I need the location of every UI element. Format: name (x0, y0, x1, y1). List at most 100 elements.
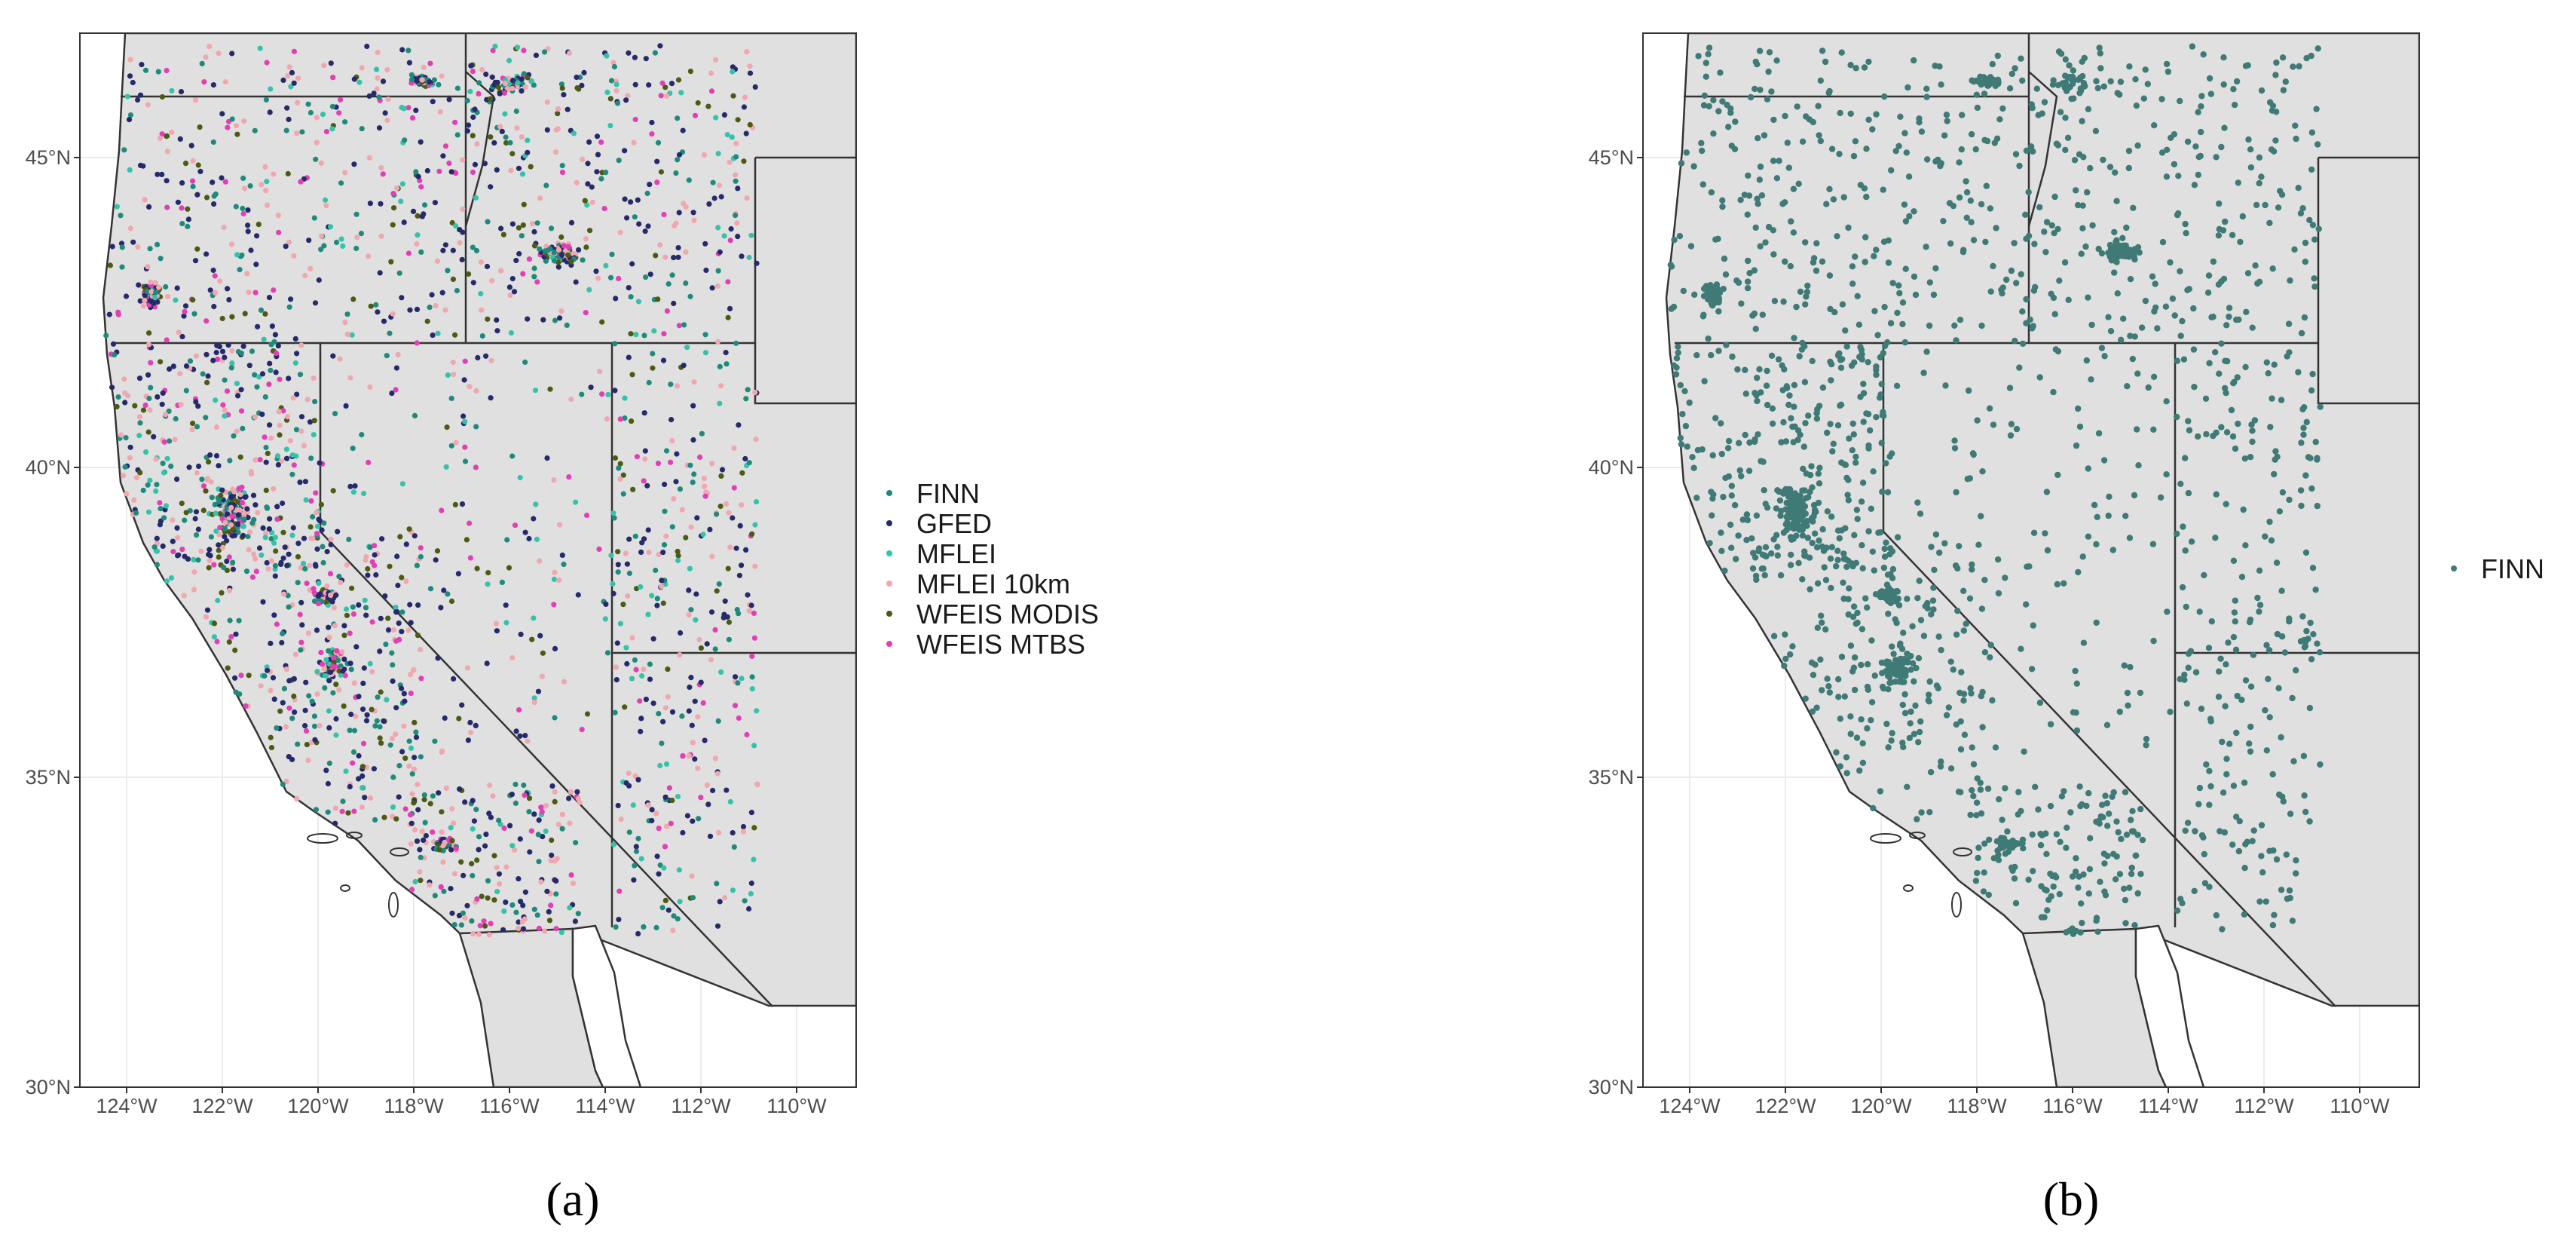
fire-point (409, 887, 415, 893)
fire-point (1914, 595, 1921, 602)
fire-point (2241, 865, 2248, 872)
fire-point (251, 551, 257, 557)
fire-point (494, 317, 500, 323)
fire-point (660, 357, 667, 363)
fire-point (234, 131, 240, 137)
fire-point (230, 526, 236, 532)
fire-point (2307, 455, 2314, 461)
fire-point (1800, 519, 1808, 525)
fire-point (1975, 541, 1982, 548)
fire-point (441, 888, 447, 894)
fire-point (241, 510, 247, 516)
fire-point (2051, 230, 2057, 237)
fire-point (1828, 544, 1835, 550)
fire-point (724, 132, 730, 138)
fire-point (154, 241, 161, 247)
fire-point (235, 512, 241, 518)
fire-point (482, 161, 488, 167)
fire-point (731, 844, 737, 850)
fire-point (2062, 56, 2069, 63)
fire-point (430, 332, 436, 339)
fire-point (709, 553, 715, 559)
fire-point (1810, 672, 1817, 679)
fire-point (649, 593, 655, 599)
fire-point (2021, 748, 2027, 755)
fire-point (1753, 392, 1760, 399)
fire-point (544, 99, 551, 106)
fire-point (473, 464, 479, 470)
fire-point (519, 76, 525, 82)
fire-point (512, 522, 519, 529)
fire-point (2271, 470, 2278, 478)
fire-point (360, 680, 366, 687)
fire-point (1809, 540, 1816, 547)
fire-point (216, 554, 222, 560)
fire-point (2162, 303, 2170, 310)
fire-point (146, 395, 152, 402)
fire-point (1721, 567, 1728, 574)
fire-point (321, 666, 327, 672)
fire-point (1996, 796, 2002, 803)
fire-point (2163, 60, 2171, 68)
legend-label: MFLEI (916, 538, 996, 569)
fire-point (1813, 704, 1820, 711)
fire-point (366, 253, 372, 259)
fire-point (531, 82, 537, 88)
fire-point (378, 740, 384, 746)
fire-point (739, 470, 745, 476)
fire-point (721, 112, 728, 118)
fire-point (2235, 316, 2242, 323)
fire-point (1954, 608, 1961, 614)
fire-point (568, 219, 575, 225)
fire-point (410, 667, 417, 673)
fire-point (222, 525, 228, 532)
fire-point (316, 277, 322, 283)
fire-point (573, 499, 579, 505)
fire-point (1843, 754, 1850, 761)
fire-point (1677, 434, 1684, 442)
fire-point (1985, 891, 1992, 899)
fire-point (326, 760, 332, 767)
fire-point (2286, 615, 2293, 622)
fire-point (661, 331, 667, 337)
fire-point (204, 476, 210, 483)
fire-point (686, 708, 692, 714)
fire-point (2198, 103, 2204, 110)
fire-point (470, 69, 476, 75)
x-tick-label: 120°W (1850, 1095, 1912, 1117)
fire-point (321, 63, 327, 69)
fire-point (360, 706, 366, 712)
fire-point (1885, 610, 1892, 617)
fire-point (1757, 163, 1764, 170)
fire-point (482, 843, 488, 849)
fire-point (1763, 382, 1770, 389)
fire-point (510, 78, 516, 84)
fire-point (347, 630, 353, 636)
fire-point (446, 160, 452, 167)
fire-point (1834, 556, 1841, 563)
fire-point (1995, 590, 2002, 597)
fire-point (459, 256, 465, 262)
fire-point (277, 376, 283, 382)
fire-point (1834, 422, 1842, 429)
fire-point (2036, 204, 2043, 211)
fire-point (2075, 201, 2082, 209)
fire-point (1973, 812, 1980, 819)
fire-point (684, 345, 690, 351)
fire-point (1800, 465, 1807, 472)
fire-point (1917, 718, 1924, 725)
fire-point (418, 553, 424, 560)
fire-point (1678, 441, 1685, 448)
fire-point (269, 323, 275, 329)
fire-point (326, 725, 332, 731)
fire-point (140, 487, 146, 494)
fire-points-b (1667, 43, 2324, 938)
fire-point (441, 587, 447, 593)
fire-point (2230, 783, 2238, 789)
fire-point (706, 201, 712, 207)
fire-point (2105, 512, 2112, 519)
fire-point (561, 92, 567, 98)
fire-point (537, 195, 543, 201)
fire-point (154, 535, 160, 541)
legend-label: WFEIS MTBS (916, 629, 1085, 660)
